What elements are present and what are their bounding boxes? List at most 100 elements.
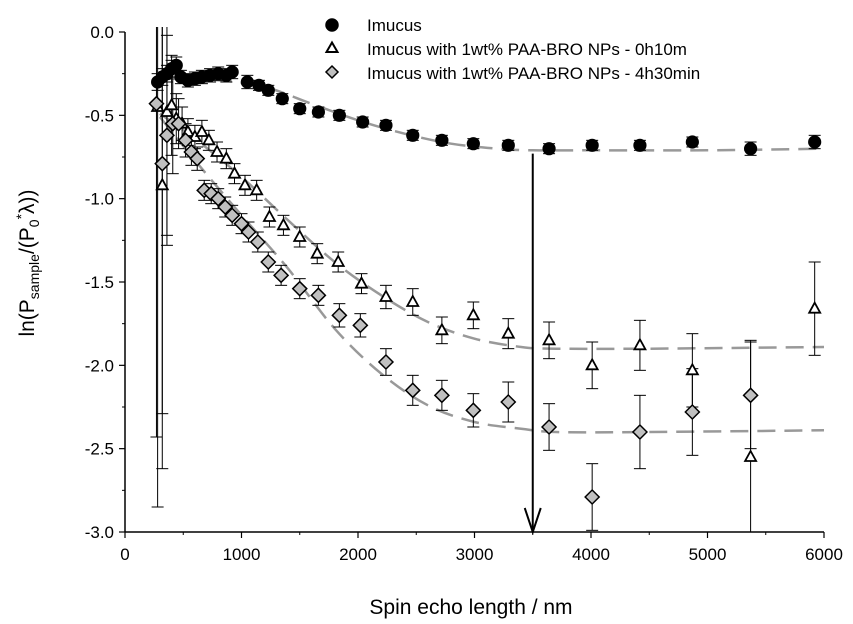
data-point-circle [585, 138, 599, 152]
y-tick-label: 0.0 [90, 23, 114, 42]
data-point-diamond [540, 418, 558, 436]
y-tick-label: -3.0 [85, 523, 114, 542]
data-point-triangle [434, 322, 449, 336]
data-point-triangle [743, 449, 758, 462]
data-point-triangle [632, 337, 647, 351]
tick-labels: 0 1000 2000 3000 4000 5000 6000 0.0 -0.5 -1.0 -1.5… [85, 23, 843, 564]
data-point-triangle [354, 275, 369, 289]
y-tick-label: -1.0 [85, 190, 114, 209]
x-axis-title: Spin echo length / nm [369, 596, 572, 619]
y-tick-label: -2.5 [85, 440, 114, 459]
data-point-circle [501, 138, 515, 152]
data-point-triangle [542, 332, 557, 346]
data-point-diamond [331, 307, 348, 324]
data-point-diamond [210, 190, 227, 207]
data-point-diamond [240, 223, 257, 241]
x-tick-label: 6000 [805, 545, 843, 564]
legend-entry-0h10m: Imucus with 1wt% PAA-BRO NPs - 0h10m [324, 40, 687, 59]
data-point-diamond [291, 280, 308, 297]
data-point-circle [466, 137, 480, 151]
x-tick-label: 5000 [689, 545, 727, 564]
legend-entry-imucus: Imucus [325, 16, 422, 35]
data-point-circle [311, 105, 325, 119]
data-point-triangle [585, 357, 600, 371]
legend-marker-triangle [324, 40, 340, 53]
data-point-diamond [404, 382, 421, 399]
data-point-circle [685, 135, 699, 149]
data-point-diamond [260, 253, 277, 271]
data-point-triangle [310, 245, 325, 259]
data-point-diamond [433, 387, 450, 404]
data-point-circle [435, 133, 449, 147]
data-point-diamond [500, 393, 517, 411]
data-point-triangle [164, 97, 179, 111]
annotation-arrow [523, 153, 542, 536]
data-point-circle [744, 142, 758, 156]
data-point-diamond [170, 115, 187, 132]
legend-label-0h10m: Imucus with 1wt% PAA-BRO NPs - 0h10m [367, 40, 687, 59]
data-point-diamond [273, 267, 290, 284]
fit-curve-1 [159, 77, 825, 152]
x-tick-label: 3000 [456, 545, 494, 564]
data-point-triangle [331, 254, 346, 267]
data-point-triangle [501, 325, 516, 339]
legend-label-4h30min: Imucus with 1wt% PAA-BRO NPs - 4h30min [367, 64, 700, 83]
data-point-triangle [194, 124, 209, 137]
data-point-diamond [352, 317, 369, 334]
data-point-diamond [310, 287, 327, 304]
data-point-triangle [159, 104, 174, 117]
fit-curve-3 [158, 116, 825, 434]
data-point-triangle [249, 182, 264, 196]
data-point-diamond [631, 423, 648, 441]
data-point-triangle [405, 294, 420, 307]
data-point-circle [808, 135, 822, 149]
data-point-diamond [154, 155, 171, 172]
x-tick-label: 4000 [572, 545, 610, 564]
data-point-circle [379, 118, 393, 132]
data-point-triangle [262, 209, 277, 222]
data-point-triangle [210, 144, 225, 157]
axes [119, 31, 825, 538]
y-tick-label: -1.5 [85, 273, 114, 292]
data-point-circle [169, 58, 183, 72]
y-tick-label: -0.5 [85, 106, 114, 125]
data-point-diamond [224, 207, 241, 224]
data-point-diamond [189, 150, 206, 167]
data-markers [148, 58, 822, 506]
data-point-circle [275, 92, 289, 106]
data-point-triangle [276, 217, 291, 231]
data-point-circle [356, 115, 370, 129]
legend-entry-4h30min: Imucus with 1wt% PAA-BRO NPs - 4h30min [324, 64, 700, 83]
data-point-triangle [807, 300, 822, 314]
data-point-diamond [217, 198, 234, 216]
legend-marker-diamond [324, 64, 340, 80]
data-point-triangle [466, 307, 481, 321]
fit-curve-2 [159, 112, 825, 351]
data-point-diamond [158, 127, 176, 144]
data-point-circle [542, 142, 556, 156]
data-point-circle [332, 108, 346, 122]
data-point-triangle [219, 150, 234, 164]
legend: Imucus Imucus with 1wt% PAA-BRO NPs - 0h… [324, 16, 700, 83]
data-point-circle [406, 128, 420, 142]
fit-curves [158, 77, 825, 434]
data-point-diamond [584, 488, 601, 506]
data-point-triangle [201, 132, 216, 146]
data-point-circle [240, 75, 254, 89]
data-point-diamond [684, 403, 701, 421]
data-point-circle [225, 65, 239, 79]
data-point-triangle [155, 177, 170, 191]
data-point-circle [261, 83, 275, 97]
y-tick-label: -2.0 [85, 356, 114, 375]
data-point-diamond [177, 132, 194, 149]
error-bars [150, 27, 821, 532]
legend-marker-circle [325, 18, 339, 32]
data-point-diamond [465, 402, 482, 419]
data-point-triangle [685, 362, 700, 376]
x-tick-label: 2000 [339, 545, 377, 564]
legend-label-imucus: Imucus [367, 16, 422, 35]
data-point-circle [293, 102, 307, 116]
data-point-circle [633, 138, 647, 152]
data-point-diamond [742, 387, 759, 404]
